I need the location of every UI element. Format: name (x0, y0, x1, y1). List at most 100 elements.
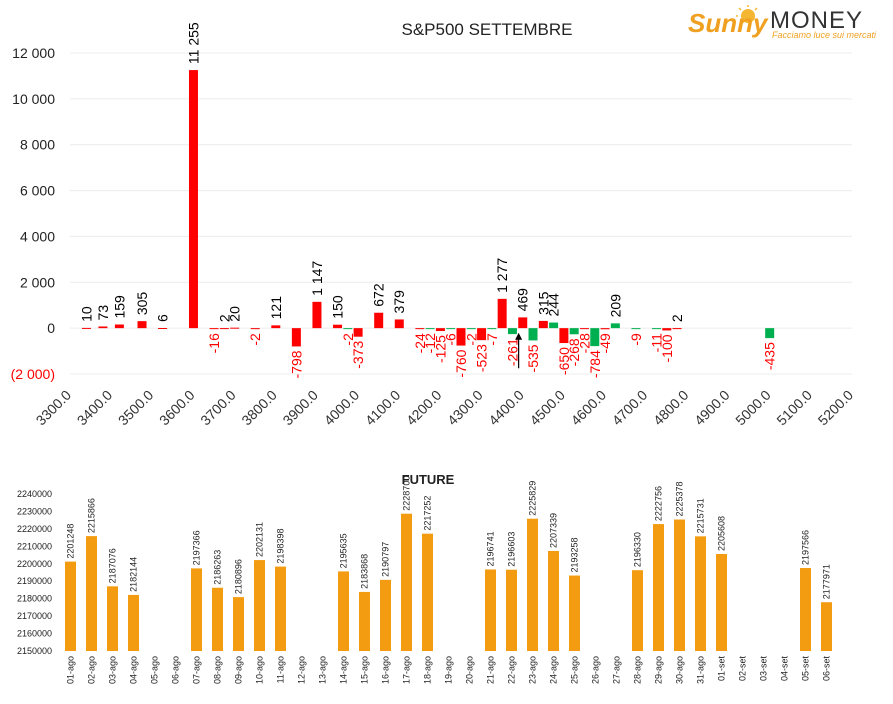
x-tick-label: 11-ago (276, 656, 286, 683)
x-tick-label: 3900.0 (279, 387, 321, 429)
chart-title: S&P500 SETTEMBRE (401, 20, 572, 39)
x-tick-label: 15-ago (360, 656, 370, 684)
bar (291, 328, 301, 347)
bar (209, 328, 219, 330)
bar (800, 568, 811, 651)
x-tick-label: 10-ago (255, 656, 265, 684)
bar (98, 326, 108, 329)
x-tick-label: 23-ago (528, 656, 538, 684)
bar-value-label: -373 (350, 340, 366, 368)
x-tick-label: 4200.0 (403, 387, 445, 429)
bar (338, 571, 349, 651)
bar (333, 324, 343, 329)
bar-value-label: -49 (597, 333, 613, 353)
bar (652, 328, 661, 330)
bar (158, 328, 168, 330)
y-tick-label: 4 000 (20, 228, 55, 244)
bar (548, 550, 559, 651)
bar-value-label: -100 (659, 334, 675, 362)
bar (415, 328, 425, 330)
bar (672, 328, 682, 330)
bar (569, 575, 580, 651)
y-tick-label: 0 (47, 320, 55, 336)
x-tick-label: 06-ago (171, 656, 181, 684)
y-tick-label: 8 000 (20, 137, 55, 153)
bar (590, 328, 600, 347)
bar-value-label: 73 (95, 305, 111, 321)
bar (549, 322, 559, 329)
bar (422, 533, 433, 651)
x-tick-label: 3500.0 (115, 387, 157, 429)
bar-value-label: -650 (556, 347, 572, 375)
bar-value-label: 1 277 (494, 258, 510, 293)
y-tick-label: (2 000) (11, 366, 55, 382)
bar-value-label: 2198398 (276, 529, 286, 564)
bar (569, 328, 579, 335)
x-tick-label: 08-ago (213, 656, 223, 684)
x-tick-label: 04-set (780, 656, 790, 682)
x-tick-label: 17-ago (402, 656, 412, 684)
bar-value-label: -760 (453, 349, 469, 377)
bar-value-label: -523 (474, 344, 490, 372)
bar-value-label: 2196741 (486, 531, 496, 566)
x-tick-label: 05-ago (150, 656, 160, 684)
bar-value-label: -12 (422, 333, 438, 353)
bar (374, 312, 384, 329)
bar-value-label: -16 (206, 333, 222, 353)
bar-value-label: -7 (484, 333, 500, 346)
bar (107, 586, 118, 651)
bar (254, 560, 265, 651)
bar-value-label: -2 (463, 333, 479, 346)
bar (456, 328, 466, 346)
bar-value-label: -435 (762, 342, 778, 370)
x-tick-label: 02-ago (87, 656, 97, 684)
x-tick-label: 19-ago (444, 656, 454, 684)
bar-value-label: -6 (443, 333, 459, 346)
x-tick-label: 4300.0 (444, 387, 486, 429)
x-tick-label: 03-ago (108, 656, 118, 684)
bar-value-label: -784 (587, 350, 603, 378)
bar (233, 597, 244, 651)
bar (507, 328, 517, 335)
y-tick-label: 2170000 (17, 611, 52, 621)
bar-value-label: 2195635 (339, 533, 349, 568)
x-tick-label: 3400.0 (74, 387, 116, 429)
bar (114, 324, 124, 329)
bar-value-label: 2197366 (192, 530, 202, 565)
bar (435, 328, 445, 332)
bar (579, 328, 589, 330)
y-tick-label: 2200000 (17, 559, 52, 569)
bar-value-label: 2215866 (87, 498, 97, 533)
bar-value-label: 159 (111, 295, 127, 319)
bar (716, 553, 727, 651)
y-axis-tick-labels: 12 000 10 000 8 000 6 000 4 000 2 000 0 (2 000) (11, 45, 56, 382)
bar-value-label: 2222756 (654, 486, 664, 521)
sun-icon (736, 5, 758, 23)
x-tick-label: 20-ago (465, 656, 475, 684)
x-tick-label: 24-ago (549, 656, 559, 684)
bar-value-label: 1 147 (309, 261, 325, 296)
bar-value-label: 2186263 (213, 550, 223, 585)
bar (343, 328, 353, 330)
x-tick-label: 4900.0 (691, 387, 733, 429)
y-tick-label: 2210000 (17, 541, 52, 551)
bar-value-label: -2 (340, 333, 356, 346)
bar-value-label: 150 (330, 295, 346, 319)
x-tick-label: 4400.0 (485, 387, 527, 429)
bar (86, 536, 97, 651)
y-tick-label: 2240000 (17, 489, 52, 499)
gridlines (70, 52, 852, 375)
bar (600, 328, 610, 330)
logo-word-sunny: Sunny (688, 8, 769, 38)
bar (559, 328, 569, 344)
bar (674, 519, 685, 651)
y-tick-label: 2 000 (20, 274, 55, 290)
bar-value-label: 2193258 (570, 537, 580, 572)
x-tick-label: 5100.0 (773, 387, 815, 429)
x-tick-label: 13-ago (318, 656, 328, 684)
bar (359, 591, 370, 651)
sunny-money-logo: Sunny MONEY Facciamo luce sui mercati (688, 5, 877, 40)
bar (528, 328, 538, 341)
bar (188, 70, 198, 329)
bar (401, 513, 412, 651)
